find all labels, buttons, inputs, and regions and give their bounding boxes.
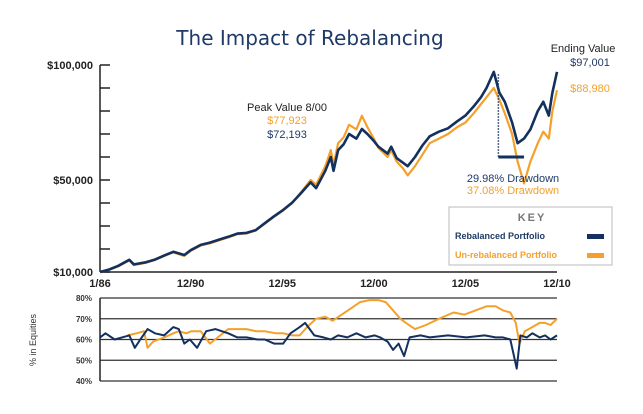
ending-unrebalanced-value: $88,980	[570, 83, 610, 95]
legend-label-unrebalanced: Un-rebalanced Portfolio	[455, 250, 558, 260]
legend: KEY Rebalanced Portfolio Un-rebalanced P…	[448, 206, 613, 266]
legend-label-rebalanced: Rebalanced Portfolio	[455, 231, 546, 241]
ending-label: Ending Value	[551, 43, 616, 55]
legend-title: KEY	[518, 212, 547, 224]
main-x-tick-label: 1/86	[89, 278, 110, 290]
chart-title: The Impact of Rebalancing	[175, 26, 443, 50]
main-y-ticks: $100,000 $50,000 $10,000	[47, 60, 110, 279]
main-x-ticks: 1/86 12/90 12/95 12/00 12/05 12/10	[89, 278, 570, 290]
drawdown-marker	[497, 74, 525, 159]
legend-box	[448, 206, 613, 266]
lower-y-label: % in Equities	[28, 313, 38, 366]
drawdown-unrebalanced: 37.08% Drawdown	[467, 185, 559, 197]
main-y-tick-label: $100,000	[47, 60, 93, 72]
lower-y-tick-label: 60%	[76, 336, 92, 345]
main-y-tick-label: $10,000	[53, 267, 93, 279]
lower-y-tick-label: 50%	[76, 356, 92, 365]
drawdown-rebalanced: 29.98% Drawdown	[467, 173, 559, 185]
main-x-tick-label: 12/05	[452, 278, 480, 290]
main-axes	[99, 65, 557, 273]
lower-series-line-rebalanced-portfolio	[99, 321, 558, 370]
series-line-rebalanced-portfolio	[99, 70, 559, 274]
lower-y-tick-label: 70%	[76, 315, 92, 324]
lower-y-tick-label: 80%	[76, 294, 92, 303]
peak-unrebalanced-value: $77,923	[267, 115, 307, 127]
main-x-tick-label: 12/10	[543, 278, 571, 290]
legend-swatch-unrebalanced	[587, 253, 604, 258]
peak-label: Peak Value 8/00	[247, 102, 327, 114]
main-series	[99, 70, 559, 274]
main-x-tick-label: 12/00	[360, 278, 388, 290]
legend-swatch-rebalanced	[587, 234, 604, 239]
main-y-tick-label: $50,000	[53, 175, 93, 187]
ending-rebalanced-value: $97,001	[570, 57, 610, 69]
main-x-tick-label: 12/90	[177, 278, 205, 290]
peak-rebalanced-value: $72,193	[267, 129, 307, 141]
lower-series-line-un-rebalanced-portfolio	[127, 299, 558, 349]
main-x-tick-label: 12/95	[268, 278, 296, 290]
lower-series	[99, 299, 558, 370]
lower-y-tick-label: 40%	[76, 377, 92, 386]
